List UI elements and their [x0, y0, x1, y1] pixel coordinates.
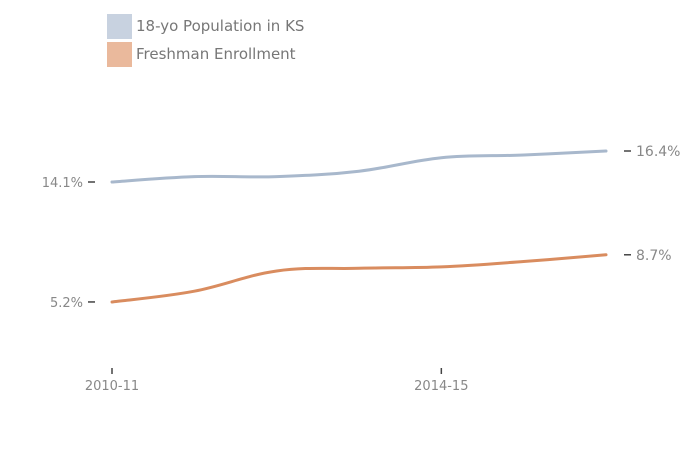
legend-label-population: 18-yo Population in KS	[136, 17, 305, 35]
series-line-population	[110, 149, 608, 184]
x-axis: 2010-11 2014-15	[85, 368, 468, 394]
series-layer	[110, 149, 608, 304]
legend-swatch-enrollment	[107, 41, 132, 67]
x-tick-label: 2014-15	[414, 379, 468, 394]
series-line-enrollment	[110, 253, 608, 304]
y-tick-label: 14.1%	[42, 176, 83, 191]
y-axis: 5.2% 14.1%	[42, 176, 95, 311]
end-label-population: 16.4%	[636, 144, 680, 160]
end-label-enrollment: 8.7%	[636, 248, 672, 264]
legend: 18-yo Population in KS Freshman Enrollme…	[107, 12, 304, 68]
x-tick-label: 2010-11	[85, 379, 139, 394]
end-labels: 16.4% 8.7%	[624, 144, 680, 264]
y-tick-label: 5.2%	[50, 296, 83, 311]
legend-item-population: 18-yo Population in KS	[107, 12, 304, 40]
legend-label-enrollment: Freshman Enrollment	[136, 45, 296, 63]
legend-item-enrollment: Freshman Enrollment	[107, 40, 304, 68]
legend-swatch-population	[107, 13, 132, 39]
